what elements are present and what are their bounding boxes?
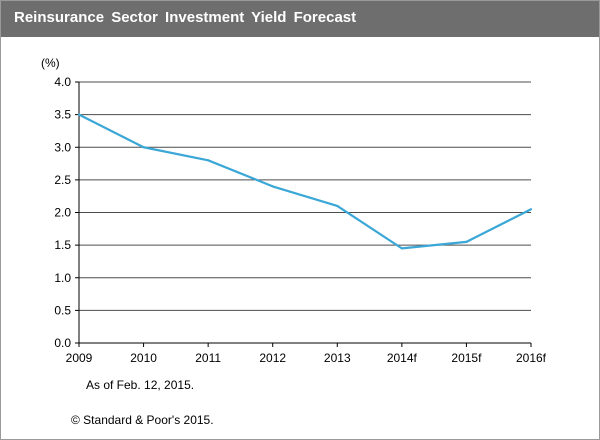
- copyright-note: © Standard & Poor's 2015.: [71, 413, 214, 427]
- grid-layer: [79, 81, 531, 311]
- y-tick-label: 2.5: [54, 173, 71, 187]
- data-point: [336, 204, 339, 208]
- data-point: [142, 146, 145, 149]
- data-point: [400, 247, 403, 250]
- title-bar: Reinsurance Sector Investment Yield Fore…: [1, 1, 599, 37]
- y-tick-label: 4.0: [54, 75, 71, 89]
- series-layer: [77, 113, 533, 250]
- x-tick-label: 2013: [324, 351, 351, 365]
- data-point: [207, 159, 210, 162]
- data-point: [77, 113, 81, 116]
- y-tick-label: 3.5: [54, 108, 71, 122]
- label-layer: 0.0 0.5 1.0 1.5 2.0 2.5 3.0 3.5 4.0 2009 2010 2011 2…: [41, 56, 547, 365]
- chart-title: Reinsurance Sector Investment Yield Fore…: [14, 9, 357, 26]
- data-point: [271, 185, 274, 188]
- x-tick-label: 2010: [130, 351, 157, 365]
- y-tick-label: 3.0: [54, 140, 71, 154]
- x-tick-label: 2012: [259, 351, 286, 365]
- x-tick-label: 2015f: [451, 351, 482, 365]
- series-line: [78, 113, 532, 250]
- as-of-note: As of Feb. 12, 2015.: [86, 378, 195, 392]
- y-axis-label: (%): [41, 56, 60, 70]
- y-tick-label: 0.0: [54, 336, 71, 350]
- x-tick-label: 2016f: [516, 351, 547, 365]
- y-tick-label: 1.0: [54, 271, 71, 285]
- x-tick-label: 2014f: [387, 351, 418, 365]
- y-tick-label: 2.0: [54, 206, 71, 220]
- axis-layer: [75, 81, 532, 347]
- y-tick-label: 1.5: [54, 238, 71, 252]
- y-tick-label: 0.5: [54, 303, 71, 317]
- x-tick-label: 2009: [66, 351, 93, 365]
- data-point: [465, 240, 468, 243]
- x-tick-label: 2011: [195, 351, 221, 365]
- data-point: [529, 208, 533, 211]
